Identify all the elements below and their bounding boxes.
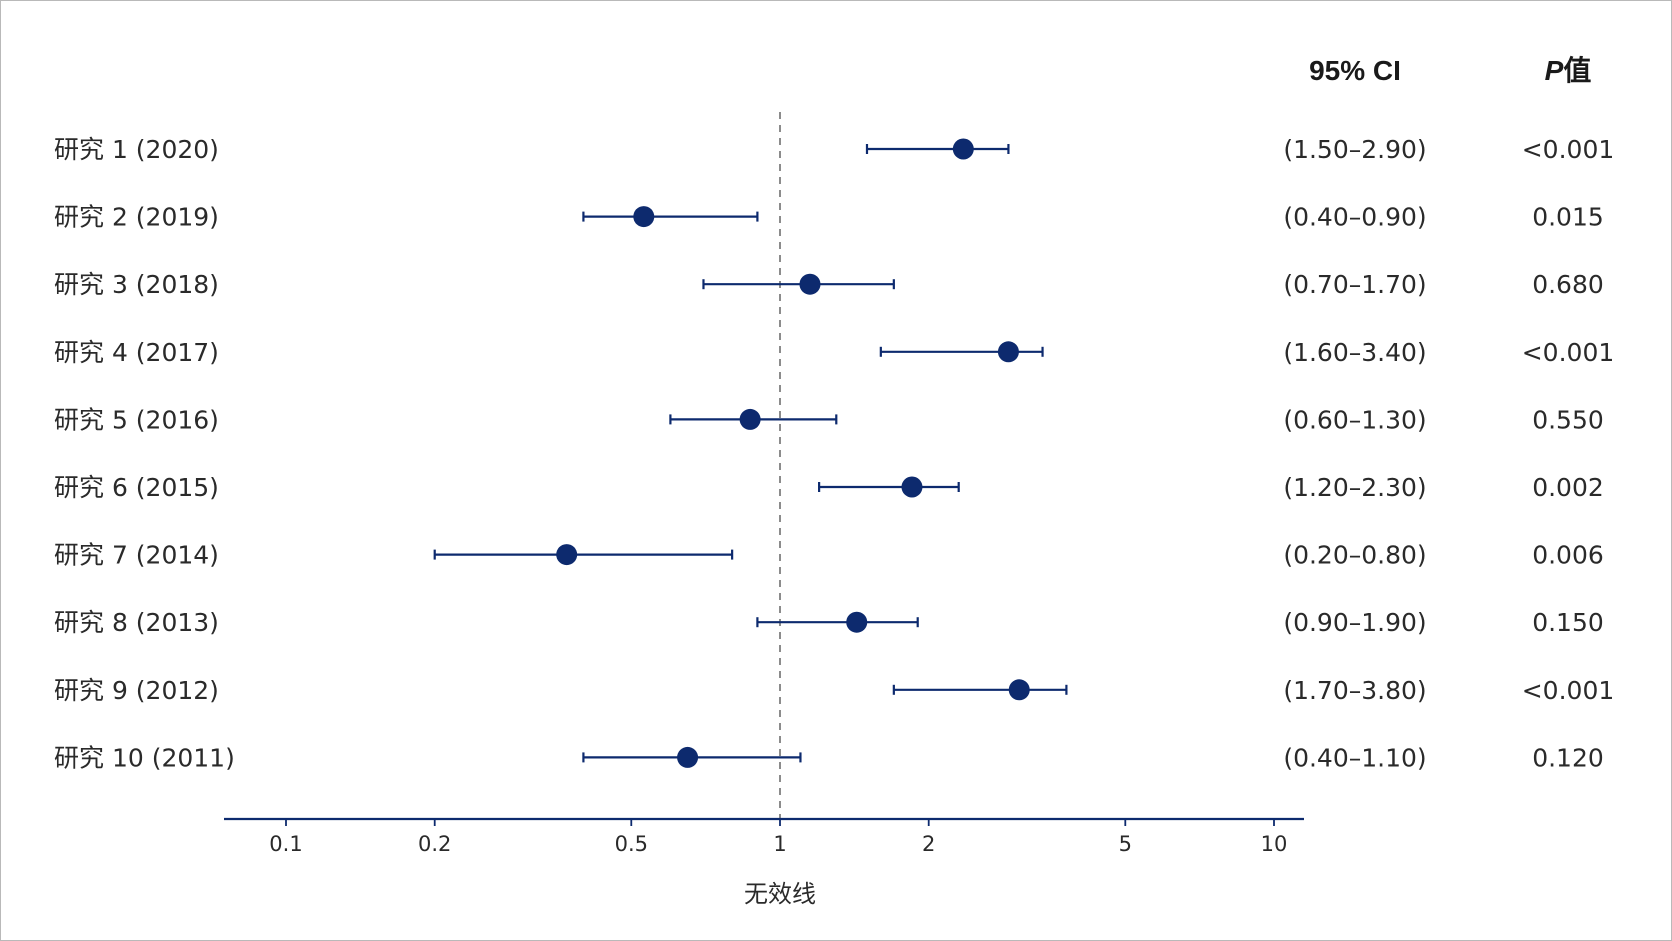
x-tick-label: 2 [922, 832, 935, 856]
x-tick-label: 0.2 [418, 832, 451, 856]
x-tick-label: 1 [773, 832, 786, 856]
p-value: <0.001 [1522, 135, 1615, 164]
study-label: 研究 10 (2011) [54, 743, 235, 772]
point-estimate [1008, 679, 1030, 701]
p-value: 0.550 [1532, 405, 1604, 434]
study-label: 研究 6 (2015) [54, 473, 219, 502]
study-row: 研究 6 (2015) (1.20–2.30) 0.002 [54, 473, 1604, 502]
p-value: 0.015 [1532, 203, 1604, 232]
x-tick-label: 5 [1119, 832, 1132, 856]
ci-text: (0.40–0.90) [1283, 203, 1426, 232]
study-row: 研究 1 (2020) (1.50–2.90) <0.001 [54, 135, 1614, 164]
p-value: <0.001 [1522, 338, 1615, 367]
ci-text: (0.70–1.70) [1283, 270, 1426, 299]
p-value-header: P值 [1545, 55, 1592, 86]
p-value: 0.006 [1532, 541, 1604, 570]
p-value-header-suffix: 值 [1563, 55, 1591, 86]
p-value: <0.001 [1522, 676, 1615, 705]
study-row: 研究 9 (2012) (1.70–3.80) <0.001 [54, 676, 1614, 705]
study-row: 研究 7 (2014) (0.20–0.80) 0.006 [54, 541, 1604, 570]
point-estimate [677, 746, 699, 768]
x-tick-label: 0.1 [269, 832, 302, 856]
ci-text: (0.20–0.80) [1283, 541, 1426, 570]
ci-text: (1.70–3.80) [1283, 676, 1426, 705]
ci-text: (0.90–1.90) [1283, 608, 1426, 637]
ci-text: (1.50–2.90) [1283, 135, 1426, 164]
study-label: 研究 1 (2020) [54, 135, 219, 164]
point-estimate [799, 273, 821, 295]
p-value: 0.002 [1532, 473, 1604, 502]
p-value: 0.150 [1532, 608, 1604, 637]
point-estimate [633, 206, 655, 228]
p-value: 0.680 [1532, 270, 1604, 299]
x-axis-label: 无效线 [744, 880, 816, 908]
ci-text: (0.60–1.30) [1283, 405, 1426, 434]
point-estimate [997, 341, 1019, 363]
study-label: 研究 8 (2013) [54, 608, 219, 637]
study-label: 研究 3 (2018) [54, 270, 219, 299]
ci-header: 95% CI [1309, 55, 1401, 86]
point-estimate [739, 408, 761, 430]
ci-text: (1.60–3.40) [1283, 338, 1426, 367]
point-estimate [952, 138, 974, 160]
study-row: 研究 5 (2016) (0.60–1.30) 0.550 [54, 405, 1604, 434]
point-estimate [901, 476, 923, 498]
x-tick-label: 0.5 [615, 832, 648, 856]
study-label: 研究 2 (2019) [54, 203, 219, 232]
point-estimate [556, 544, 578, 566]
study-label: 研究 9 (2012) [54, 676, 219, 705]
ci-text: (0.40–1.10) [1283, 743, 1426, 772]
study-label: 研究 5 (2016) [54, 405, 219, 434]
study-row: 研究 3 (2018) (0.70–1.70) 0.680 [54, 270, 1604, 299]
study-row: 研究 8 (2013) (0.90–1.90) 0.150 [54, 608, 1604, 637]
point-estimate [846, 611, 868, 633]
study-row: 研究 4 (2017) (1.60–3.40) <0.001 [54, 338, 1614, 367]
study-row: 研究 2 (2019) (0.40–0.90) 0.015 [54, 203, 1604, 232]
ci-text: (1.20–2.30) [1283, 473, 1426, 502]
x-tick-label: 10 [1261, 832, 1288, 856]
study-label: 研究 7 (2014) [54, 541, 219, 570]
study-row: 研究 10 (2011) (0.40–1.10) 0.120 [54, 743, 1604, 772]
p-value-header-italic: P [1545, 55, 1564, 86]
p-value: 0.120 [1532, 743, 1604, 772]
study-label: 研究 4 (2017) [54, 338, 219, 367]
